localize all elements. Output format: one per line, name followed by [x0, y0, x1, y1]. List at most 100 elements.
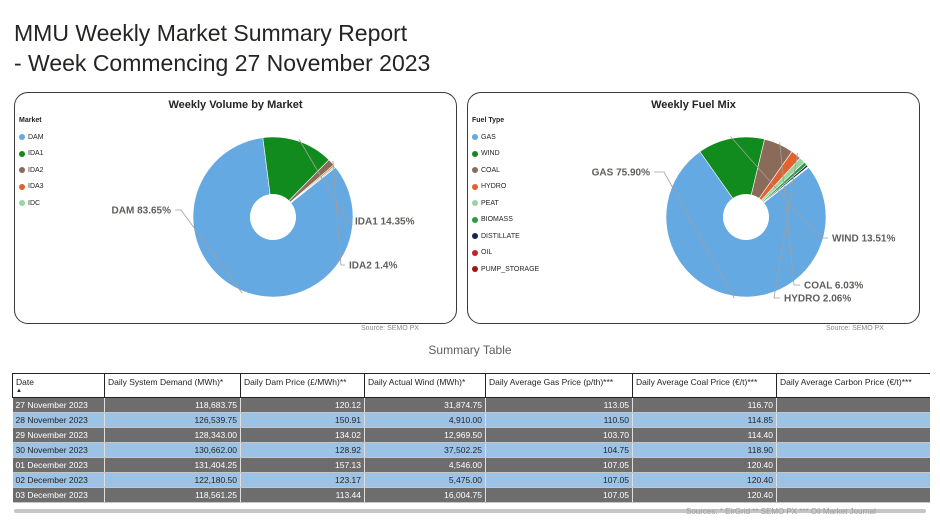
fuel-legend-item-hydro[interactable]: HYDRO: [472, 179, 539, 196]
table-cell: 72.40: [776, 457, 930, 473]
table-row[interactable]: 02 December 2023 122,180.50 123.17 5,475.00…: [12, 472, 930, 488]
leader-line: [730, 136, 828, 239]
fuel-source-note: Source: SEMO PX: [826, 325, 884, 332]
table-cell: 16,004.75: [364, 487, 486, 503]
volume-legend-item-ida3[interactable]: IDA3: [19, 179, 44, 196]
leader-line: [298, 139, 351, 222]
legend-label: IDA2: [28, 166, 44, 174]
volume-legend-item-idc[interactable]: IDC: [19, 195, 44, 212]
summary-table-container[interactable]: Date ▲ Daily System Demand (MWh)* Daily Dam…: [12, 373, 930, 505]
volume-legend-item-ida1[interactable]: IDA1: [19, 146, 44, 163]
fuel-legend-item-wind[interactable]: WIND: [472, 146, 539, 163]
leader-line: [773, 153, 798, 299]
data-label-hydro: HYDRO 2.06%: [784, 294, 851, 305]
legend-marker-icon: [472, 233, 478, 240]
table-cell: 118.90: [632, 442, 777, 458]
table-cell: 120.40: [632, 472, 777, 488]
table-cell: 72.41: [776, 412, 930, 428]
column-header-6[interactable]: Daily Average Carbon Price (€/t)***: [776, 373, 930, 398]
report-title-line1: MMU Weekly Market Summary Report: [14, 20, 408, 46]
legend-marker-icon: [472, 183, 478, 190]
donut-hole: [250, 194, 296, 240]
legend-label: DISTILLATE: [481, 232, 520, 240]
table-cell: 01 December 2023: [12, 457, 105, 473]
fuel-legend-item-distillate[interactable]: DISTILLATE: [472, 228, 539, 245]
column-header-0[interactable]: Date ▲: [12, 373, 105, 398]
leader-line: [332, 160, 345, 266]
legend-label: IDA3: [28, 183, 44, 191]
table-cell: 70.34: [776, 442, 930, 458]
legend-marker-icon: [472, 249, 478, 256]
table-cell: 72.40: [776, 487, 930, 503]
table-cell: 114.40: [632, 427, 777, 443]
volume-pie-chart[interactable]: DAM 83.65% IDA1 14.35% IDA2 1.4%: [15, 93, 458, 325]
volume-legend-item-dam[interactable]: DAM: [19, 129, 44, 146]
volume-source-note: Source: SEMO PX: [361, 325, 419, 332]
column-header-label: Daily Dam Price (£/MWh)**: [244, 377, 347, 387]
column-header-label: Daily Actual Wind (MWh)*: [368, 377, 466, 387]
leader-line: [175, 209, 243, 294]
table-row[interactable]: 30 November 2023 130,662.00 128.92 37,502.2…: [12, 442, 930, 458]
legend-marker-icon: [472, 266, 478, 273]
volume-chart-card[interactable]: Weekly Volume by Market Market DAM IDA1 ID…: [14, 92, 458, 332]
fuel-legend-item-peat[interactable]: PEAT: [472, 195, 539, 212]
table-cell: 03 December 2023: [12, 487, 105, 503]
horizontal-scrollbar[interactable]: [14, 509, 926, 513]
data-label-ida2: IDA2 1.4%: [349, 261, 397, 272]
legend-marker-icon: [19, 167, 25, 174]
data-label-coal: COAL 6.03%: [804, 281, 863, 292]
table-cell: 107.05: [485, 457, 633, 473]
legend-label: PEAT: [481, 199, 499, 207]
data-label-gas: GAS 75.90%: [592, 168, 650, 179]
legend-label: GAS: [481, 133, 496, 141]
column-header-5[interactable]: Daily Average Coal Price (€/t)***: [632, 373, 777, 398]
table-cell: 12,969.50: [364, 427, 486, 443]
legend-label: COAL: [481, 166, 501, 174]
legend-marker-icon: [19, 183, 25, 190]
legend-label: IDC: [28, 199, 41, 207]
data-label-dam: DAM 83.65%: [112, 206, 172, 217]
volume-legend-item-ida2[interactable]: IDA2: [19, 162, 44, 179]
table-header-row: Date ▲ Daily System Demand (MWh)* Daily Dam…: [12, 373, 930, 398]
fuel-legend-item-coal[interactable]: COAL: [472, 162, 539, 179]
column-header-4[interactable]: Daily Average Gas Price (p/th)***: [485, 373, 633, 398]
table-cell: 72.40: [776, 472, 930, 488]
table-cell: 107.05: [485, 472, 633, 488]
legend-label: OIL: [481, 249, 493, 257]
data-label-ida1: IDA1 14.35%: [355, 217, 415, 228]
table-cell: 113.05: [485, 397, 633, 413]
table-cell: 110.50: [485, 412, 633, 428]
table-cell: 116.70: [632, 397, 777, 413]
table-cell: 126,539.75: [104, 412, 241, 428]
column-header-2[interactable]: Daily Dam Price (£/MWh)**: [240, 373, 365, 398]
fuel-chart-card[interactable]: Weekly Fuel Mix Fuel Type GAS WIND COAL HYD…: [467, 92, 921, 332]
sort-ascending-icon[interactable]: ▲: [16, 388, 22, 394]
table-cell: 120.12: [240, 397, 365, 413]
column-header-label: Daily Average Gas Price (p/th)***: [489, 377, 614, 387]
fuel-legend-item-biomass[interactable]: BIOMASS: [472, 212, 539, 229]
legend-marker-icon: [472, 167, 478, 174]
table-cell: 157.13: [240, 457, 365, 473]
table-row[interactable]: 29 November 2023 128,343.00 134.02 12,969.5…: [12, 427, 930, 443]
column-header-1[interactable]: Daily System Demand (MWh)*: [104, 373, 241, 398]
fuel-pie-chart[interactable]: GAS 75.90% WIND 13.51% COAL 6.03% HYDRO 2.0…: [468, 93, 921, 325]
table-cell: 72.95: [776, 397, 930, 413]
table-cell: 104.75: [485, 442, 633, 458]
fuel-chart-title: Weekly Fuel Mix: [651, 99, 736, 111]
legend-label: BIOMASS: [481, 216, 513, 224]
table-row[interactable]: 27 November 2023 118,683.75 120.12 31,874.7…: [12, 397, 930, 413]
table-row[interactable]: 03 December 2023 118,561.25 113.44 16,004.7…: [12, 487, 930, 503]
column-header-3[interactable]: Daily Actual Wind (MWh)*: [364, 373, 486, 398]
report-title-line2: - Week Commencing 27 November 2023: [14, 50, 431, 76]
table-cell: 5,475.00: [364, 472, 486, 488]
volume-legend-title: Market: [19, 117, 42, 124]
table-cell: 103.70: [485, 427, 633, 443]
table-row[interactable]: 01 December 2023 131,404.25 157.13 4,546.00…: [12, 457, 930, 473]
fuel-legend-item-pump-storage[interactable]: PUMP_STORAGE: [472, 261, 539, 278]
table-cell: 134.02: [240, 427, 365, 443]
table-cell: 4,910.00: [364, 412, 486, 428]
table-row[interactable]: 28 November 2023 126,539.75 150.91 4,910.00…: [12, 412, 930, 428]
fuel-legend-item-gas[interactable]: GAS: [472, 129, 539, 146]
fuel-legend-item-oil[interactable]: OIL: [472, 245, 539, 262]
summary-table: Date ▲ Daily System Demand (MWh)* Daily Dam…: [12, 373, 930, 503]
